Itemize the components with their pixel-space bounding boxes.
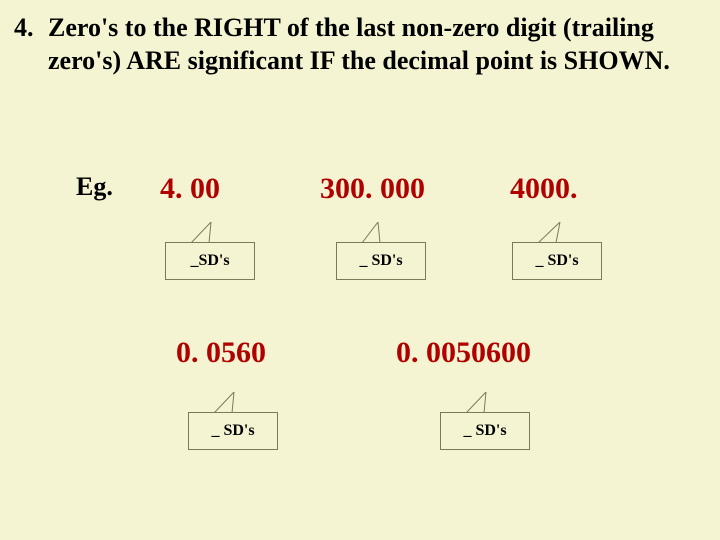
- sd-callout-label: _ SD's: [512, 242, 602, 280]
- example-number: 300. 000: [320, 172, 425, 206]
- sd-callout-label: _ SD's: [188, 412, 278, 450]
- sd-callout: _ SD's: [440, 392, 530, 450]
- rule-text: Zero's to the RIGHT of the last non-zero…: [48, 12, 688, 77]
- sd-callout-label: _ SD's: [336, 242, 426, 280]
- sd-callout: _ SD's: [336, 222, 426, 280]
- example-number: 4. 00: [160, 172, 220, 206]
- eg-label: Eg.: [76, 172, 113, 202]
- sd-callout-label: _ SD's: [440, 412, 530, 450]
- rule-number: 4.: [14, 12, 34, 45]
- sd-callout: _ SD's: [188, 392, 278, 450]
- sd-callout: _SD's: [165, 222, 255, 280]
- sd-callout-label: _SD's: [165, 242, 255, 280]
- example-number: 4000.: [510, 172, 578, 206]
- sd-callout: _ SD's: [512, 222, 602, 280]
- example-number: 0. 0050600: [396, 336, 531, 370]
- example-number: 0. 0560: [176, 336, 266, 370]
